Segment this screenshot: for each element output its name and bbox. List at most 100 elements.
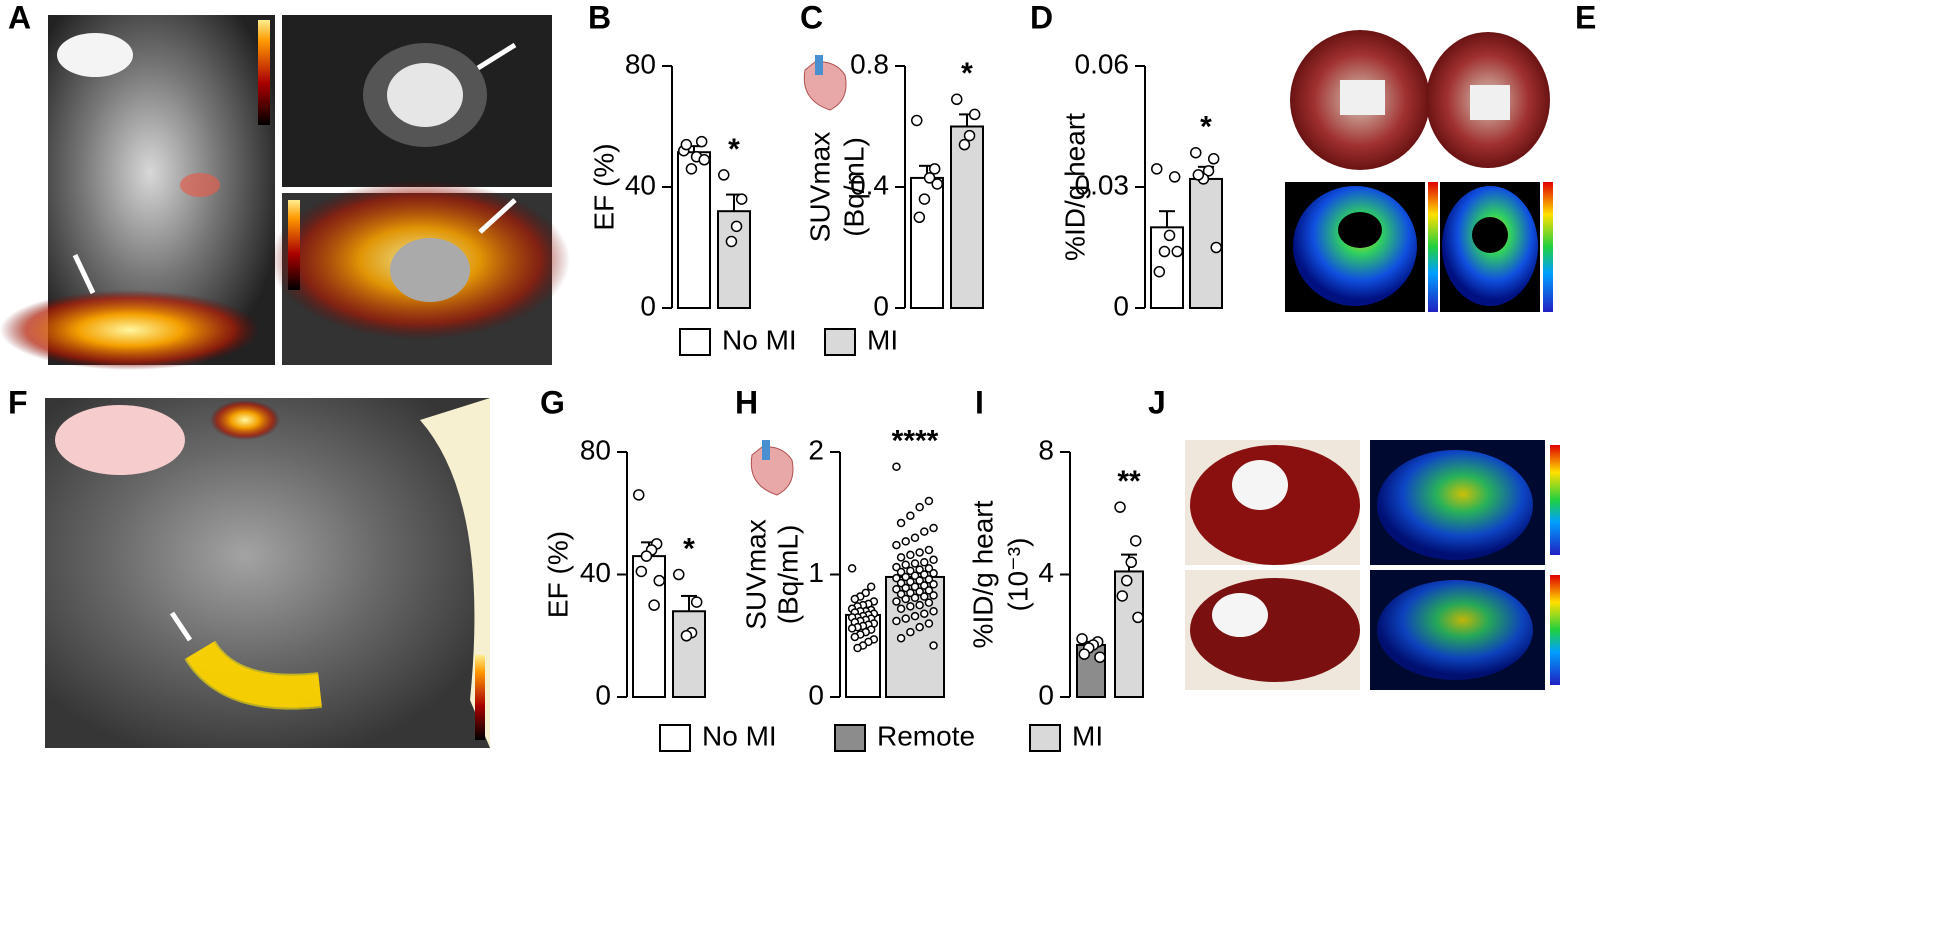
data-point: [896, 633, 906, 643]
data-point: [924, 586, 934, 595]
data-point: [892, 616, 901, 626]
data-point: [910, 593, 920, 603]
data-point: [892, 562, 901, 572]
y-axis-label: %ID/g heart: [1059, 113, 1090, 261]
data-point: [690, 596, 703, 608]
data-point: [1132, 611, 1144, 624]
data-point: [901, 614, 910, 623]
data-point: [735, 193, 748, 205]
data-point: [915, 565, 924, 574]
data-point: [911, 114, 923, 127]
data-point: [901, 583, 910, 593]
data-point: [892, 584, 901, 594]
significance: *: [1200, 111, 1212, 144]
data-point: [892, 573, 901, 583]
data-point: [1171, 245, 1183, 258]
data-point: [915, 622, 924, 632]
data-point: [1192, 169, 1205, 181]
data-point: [896, 567, 906, 577]
data-point: [906, 511, 915, 520]
data-point: [920, 558, 929, 567]
data-point: [929, 569, 938, 578]
data-point: [931, 178, 943, 190]
data-point: [915, 502, 924, 512]
bar: [1114, 570, 1144, 698]
data-point: [896, 589, 906, 599]
y-tick-label: 0.06: [1075, 48, 1130, 79]
data-point: [920, 570, 929, 579]
panel-label: C: [800, 0, 823, 35]
y-tick-label: 2: [808, 434, 824, 465]
data-point: [896, 518, 906, 528]
y-axis-label: (10⁻³): [1002, 538, 1033, 612]
data-point: [850, 594, 860, 604]
legend-label: No MI: [702, 720, 777, 751]
panel-label: G: [540, 384, 565, 420]
data-point: [695, 135, 708, 148]
data-point: [847, 624, 857, 633]
data-point: [718, 169, 730, 181]
data-point: [929, 555, 938, 565]
legend-label: MI: [867, 324, 898, 355]
y-tick-label: 40: [625, 169, 656, 200]
legend-label: MI: [1072, 720, 1103, 751]
data-point: [1210, 241, 1222, 254]
data-point: [920, 527, 929, 536]
data-point: [1151, 163, 1163, 175]
data-point: [968, 108, 981, 121]
data-point: [920, 609, 929, 618]
data-point: [918, 193, 931, 205]
data-point: [853, 643, 862, 653]
image-j: [1185, 440, 1560, 690]
data-point: [906, 588, 915, 598]
y-axis-label: EF (%): [588, 143, 619, 230]
data-point: [910, 533, 920, 542]
y-axis-label: (Bq/mL): [772, 525, 803, 625]
y-tick-label: 0.8: [850, 48, 889, 79]
y-tick-label: 40: [580, 557, 611, 588]
y-tick-label: 80: [580, 434, 611, 465]
data-point: [929, 607, 938, 616]
data-point: [924, 575, 934, 584]
panel-label: J: [1148, 384, 1166, 420]
y-tick-label: 0: [595, 679, 611, 710]
y-tick-label: 8: [1038, 434, 1054, 465]
data-point: [892, 597, 901, 606]
y-tick-label: 4: [1038, 557, 1054, 588]
data-point: [730, 220, 743, 233]
data-point: [951, 93, 963, 106]
data-point: [892, 462, 901, 471]
bar: [677, 151, 711, 309]
y-axis-label: (Bq/mL): [838, 137, 869, 237]
data-point: [906, 566, 915, 576]
data-point: [892, 540, 901, 550]
data-point: [920, 581, 929, 590]
data-point: [924, 598, 934, 607]
y-tick-label: 0.03: [1075, 169, 1130, 200]
data-point: [958, 138, 971, 151]
data-point: [901, 560, 910, 569]
data-point: [847, 564, 857, 573]
data-point: [1129, 535, 1142, 547]
panel-label: I: [975, 384, 984, 420]
y-axis-label: %ID/g heart: [967, 500, 998, 648]
panel-label: A: [8, 0, 31, 35]
data-point: [915, 587, 924, 596]
data-point: [1121, 574, 1133, 587]
data-point: [924, 545, 934, 555]
legend-swatch: [659, 724, 691, 752]
data-point: [906, 550, 915, 560]
y-tick-label: 80: [625, 48, 656, 79]
panel-label: H: [735, 384, 758, 420]
legend-swatch: [1029, 724, 1061, 752]
data-point: [1116, 590, 1129, 602]
data-point: [1190, 146, 1202, 159]
data-point: [910, 611, 920, 621]
data-point: [850, 632, 860, 642]
data-point: [680, 630, 693, 642]
data-point: [1202, 165, 1215, 177]
data-point: [924, 496, 934, 506]
data-point: [929, 641, 938, 650]
bar: [672, 610, 706, 698]
